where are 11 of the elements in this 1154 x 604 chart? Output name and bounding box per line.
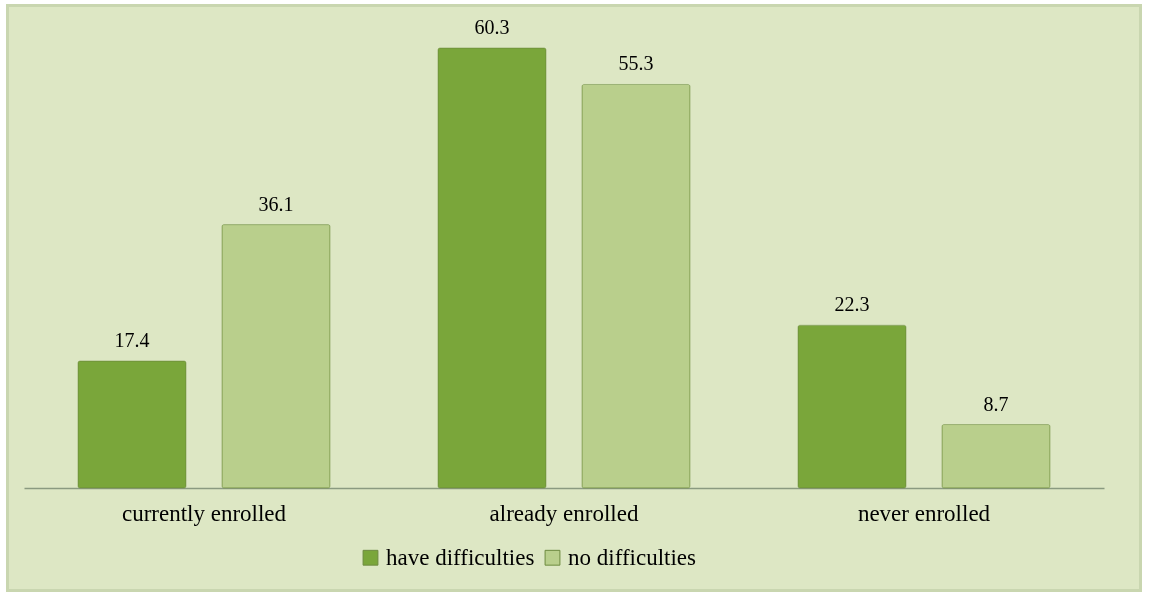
data-label: 36.1 [258,192,294,215]
x-tick-label: never enrolled [857,500,991,526]
data-label: 17.4 [114,329,150,352]
x-tick-label: currently enrolled [121,500,287,526]
x-tick-label: already enrolled [489,500,639,526]
legend-label: have difficulties [386,544,535,570]
data-label: 22.3 [834,293,870,316]
data-label: 55.3 [618,52,654,75]
data-label: 60.3 [474,16,510,38]
legend-label: no difficulties [568,544,697,570]
data-label: 8.7 [983,392,1009,415]
